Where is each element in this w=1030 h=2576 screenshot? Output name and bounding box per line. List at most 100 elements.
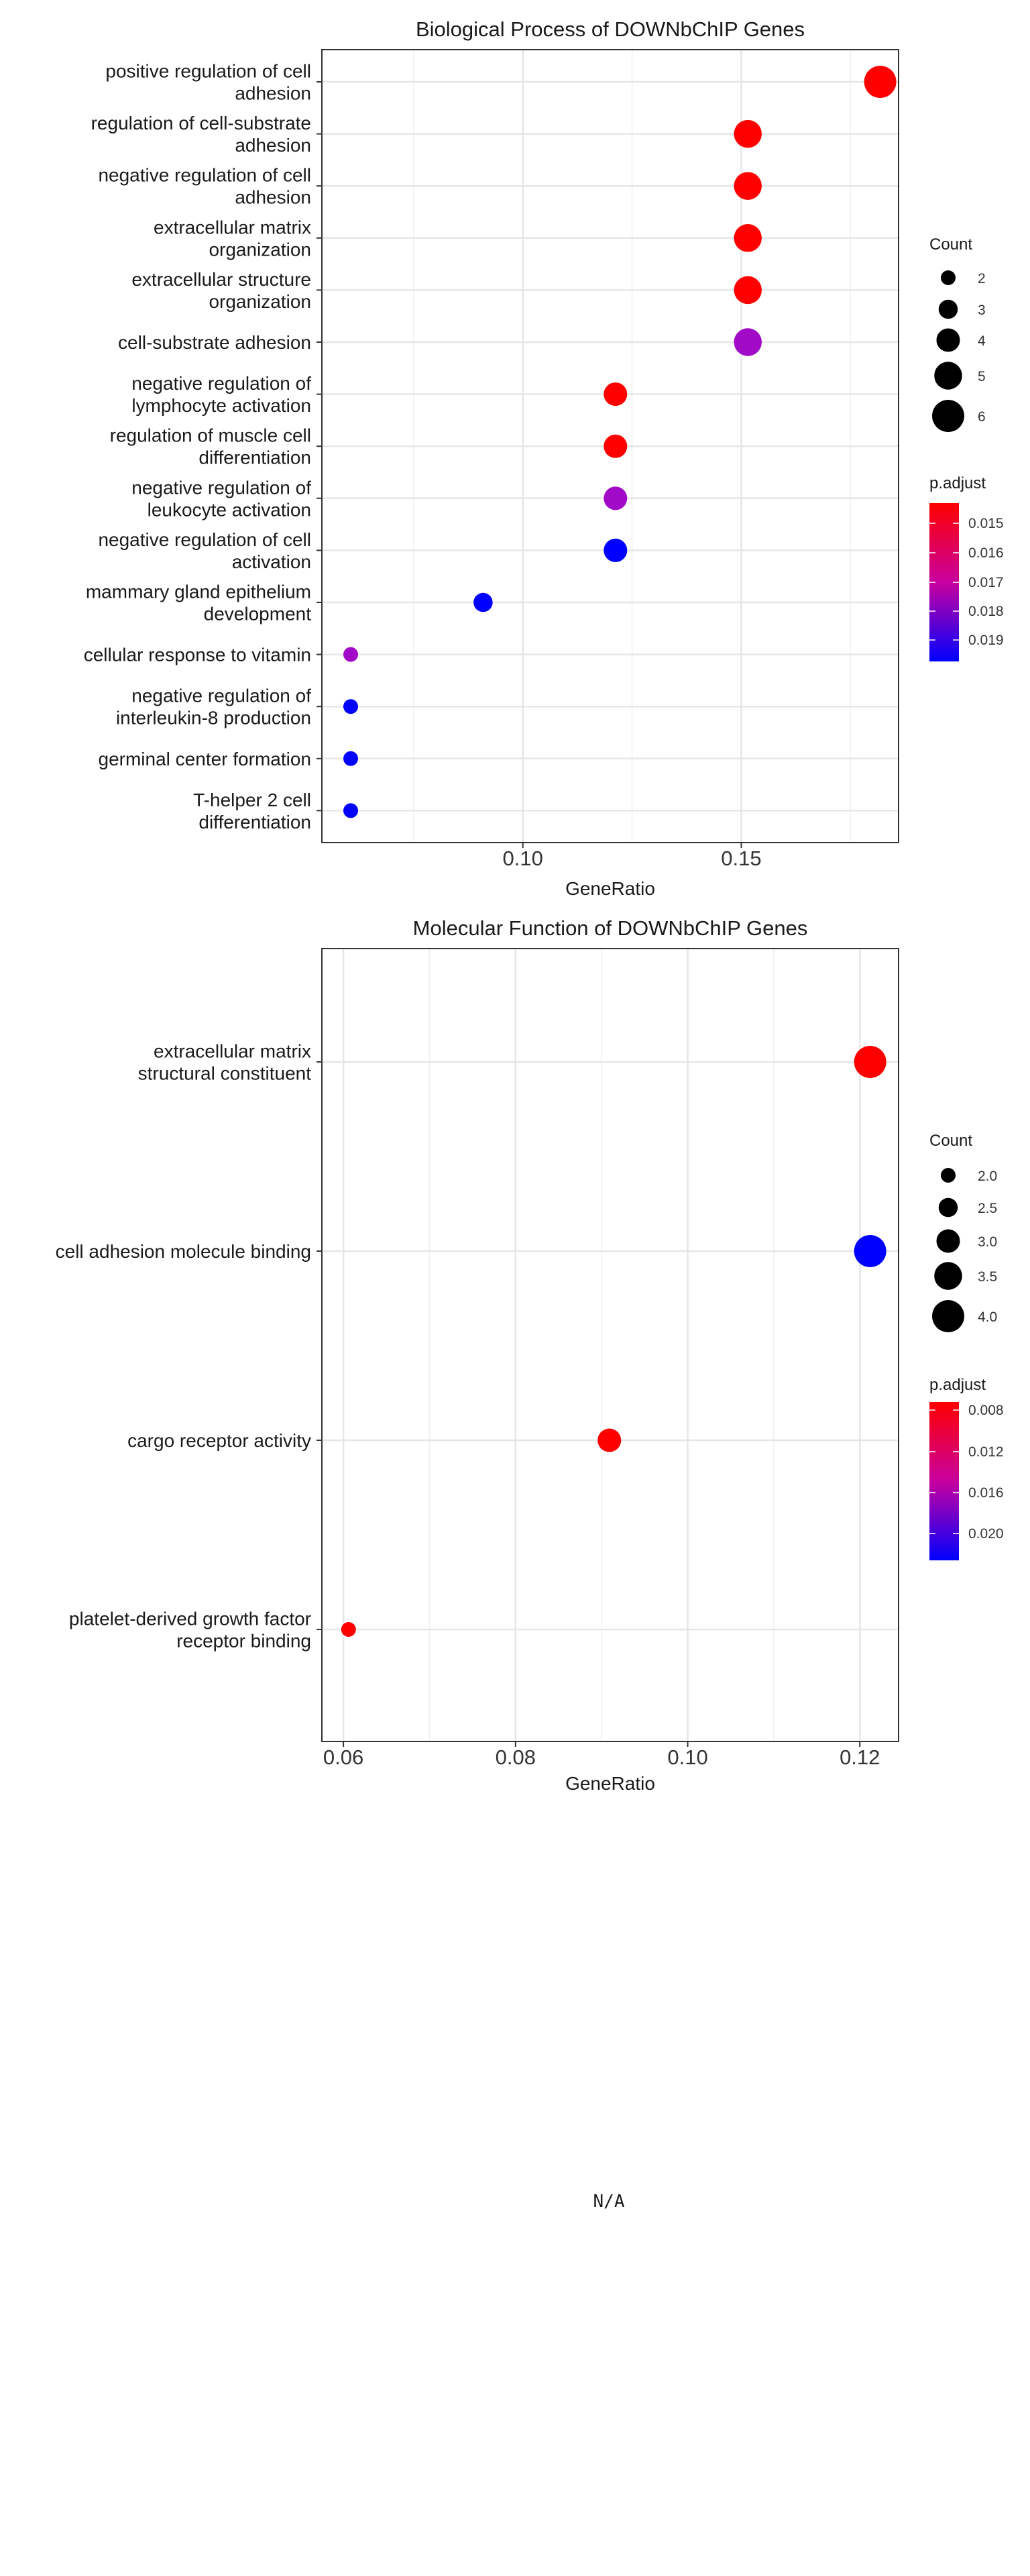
size-legend-label: 3.5 <box>978 1269 997 1285</box>
size-legend-key <box>932 1300 964 1332</box>
y-tick-label: differentiation <box>198 447 311 468</box>
size-legend-title: Count <box>929 1132 972 1150</box>
data-point <box>854 1235 886 1267</box>
panel-border <box>321 948 899 1742</box>
color-legend-label: 0.020 <box>968 1526 1004 1542</box>
size-legend-key <box>941 1168 956 1183</box>
y-tick-label: cell-substrate adhesion <box>118 332 311 353</box>
color-legend-label: 0.008 <box>968 1403 1004 1418</box>
color-legend-label: 0.012 <box>968 1444 1004 1460</box>
size-legend-label: 5 <box>978 369 986 384</box>
chart-title: Molecular Function of DOWNbChIP Genes <box>413 916 808 940</box>
y-tick-label: organization <box>209 239 311 260</box>
x-axis-label: GeneRatio <box>565 878 655 899</box>
size-legend-key <box>938 299 958 319</box>
x-tick-label: 0.10 <box>503 847 543 870</box>
size-legend-label: 2.5 <box>978 1201 997 1216</box>
data-point <box>864 66 897 98</box>
y-tick-label: cell adhesion molecule binding <box>56 1241 311 1262</box>
data-point <box>604 486 628 511</box>
color-legend-label: 0.018 <box>968 604 1004 619</box>
panel-border <box>321 49 899 843</box>
y-tick-label: organization <box>209 291 311 312</box>
x-tick-label: 0.06 <box>323 1746 363 1769</box>
y-tick-label: activation <box>232 551 311 572</box>
x-tick-label: 0.12 <box>840 1746 880 1769</box>
color-legend-label: 0.015 <box>968 516 1004 531</box>
size-legend-label: 6 <box>978 409 986 425</box>
size-legend-key <box>932 400 964 432</box>
size-legend-key <box>936 328 960 352</box>
y-tick-label: regulation of cell-substrate <box>91 113 311 133</box>
color-legend-title: p.adjust <box>929 474 986 492</box>
size-legend-key <box>934 362 962 390</box>
molecular-function-dotplot: Molecular Function of DOWNbChIP Genes ext… <box>56 916 1004 1794</box>
y-tick-label: mammary gland epithelium <box>86 582 311 602</box>
y-tick-label: cargo receptor activity <box>127 1430 311 1451</box>
data-point <box>473 592 493 612</box>
y-tick-label: cellular response to vitamin <box>84 645 311 665</box>
size-legend-key <box>936 1229 960 1253</box>
y-tick-label: leukocyte activation <box>148 499 311 520</box>
y-tick-label: negative regulation of <box>131 477 311 498</box>
y-tick-label: extracellular structure <box>131 269 311 290</box>
size-legend-key <box>934 1262 962 1290</box>
data-point <box>343 751 358 766</box>
y-tick-label: adhesion <box>235 83 311 104</box>
y-tick-label: extracellular matrix <box>154 1041 311 1062</box>
data-point <box>597 1428 622 1452</box>
data-point <box>343 647 358 662</box>
color-legend-label: 0.016 <box>968 545 1004 561</box>
x-tick-label: 0.15 <box>721 847 761 870</box>
y-tick-label: positive regulation of cell <box>105 61 311 82</box>
y-tick-label: negative regulation of <box>131 686 311 706</box>
size-legend-label: 4.0 <box>978 1309 997 1325</box>
size-legend-label: 3.0 <box>978 1234 997 1250</box>
y-tick-label: adhesion <box>235 135 311 156</box>
plot-panel <box>322 949 899 1741</box>
y-tick-label: adhesion <box>235 187 311 208</box>
y-tick-label: interleukin-8 production <box>116 708 311 729</box>
color-legend-title: p.adjust <box>929 1376 986 1394</box>
data-point <box>734 119 762 148</box>
size-legend-label: 2.0 <box>978 1169 997 1184</box>
y-tick-label: development <box>204 604 312 625</box>
x-tick-label: 0.08 <box>496 1746 536 1769</box>
y-tick-label: negative regulation of cell <box>98 165 311 186</box>
data-point <box>341 1622 356 1637</box>
data-point <box>604 382 628 407</box>
x-axis-label: GeneRatio <box>565 1773 655 1794</box>
size-legend-label: 2 <box>978 271 986 286</box>
na-panel-text: N/A <box>593 2192 625 2212</box>
data-point <box>734 224 762 252</box>
y-tick-label: extracellular matrix <box>154 217 311 237</box>
color-legend-label: 0.017 <box>968 575 1004 590</box>
data-point <box>734 172 762 200</box>
y-tick-label: negative regulation of cell <box>98 529 311 550</box>
color-legend-bar <box>929 1402 959 1560</box>
size-legend-key <box>938 1197 958 1218</box>
data-point <box>343 803 358 818</box>
chart-title: Biological Process of DOWNbChIP Genes <box>416 17 805 41</box>
y-tick-label: structural constituent <box>138 1063 312 1084</box>
size-legend-label: 3 <box>978 303 986 318</box>
data-point <box>604 538 628 562</box>
size-legend-key <box>941 270 956 285</box>
data-point <box>604 434 628 458</box>
y-tick-label: T-helper 2 cell <box>193 790 311 810</box>
biological-process-dotplot: Biological Process of DOWNbChIP Genes pos… <box>84 17 1004 899</box>
y-tick-label: lymphocyte activation <box>131 395 311 416</box>
data-point <box>854 1046 886 1078</box>
color-legend-label: 0.019 <box>968 633 1004 648</box>
data-point <box>734 328 762 356</box>
color-legend-label: 0.016 <box>968 1485 1004 1501</box>
y-tick-label: platelet-derived growth factor <box>69 1609 311 1629</box>
data-point <box>734 276 762 305</box>
size-legend-title: Count <box>929 235 972 254</box>
y-tick-label: negative regulation of <box>131 373 311 394</box>
x-tick-label: 0.10 <box>667 1746 707 1769</box>
y-tick-label: receptor binding <box>176 1631 311 1652</box>
size-legend-label: 4 <box>978 333 986 349</box>
data-point <box>343 699 358 714</box>
